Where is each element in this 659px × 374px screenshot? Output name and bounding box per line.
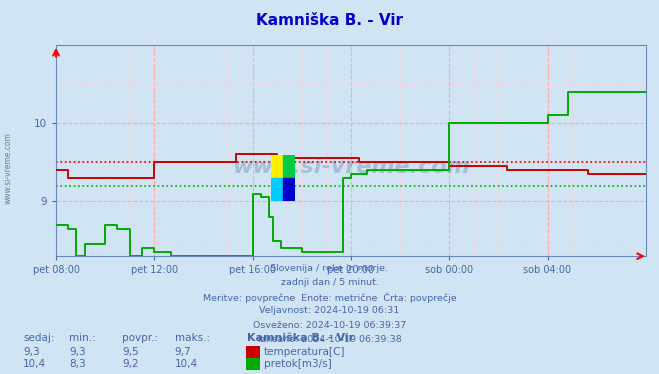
Text: Meritve: povprečne  Enote: metrične  Črta: povprečje: Meritve: povprečne Enote: metrične Črta:… [203,292,456,303]
Text: Kamniška B. - Vir: Kamniška B. - Vir [256,13,403,28]
Text: Osveženo: 2024-10-19 06:39:37: Osveženo: 2024-10-19 06:39:37 [253,321,406,329]
Text: Kamniška B. - Vir: Kamniška B. - Vir [247,334,355,343]
Text: 9,7: 9,7 [175,347,191,356]
Text: zadnji dan / 5 minut.: zadnji dan / 5 minut. [281,278,378,287]
Text: 9,2: 9,2 [122,359,138,368]
Text: www.si-vreme.com: www.si-vreme.com [3,132,13,204]
Text: povpr.:: povpr.: [122,334,158,343]
Text: Izrisano: 2024-10-19 06:39:38: Izrisano: 2024-10-19 06:39:38 [258,335,401,344]
Text: Slovenija / reke in morje.: Slovenija / reke in morje. [270,264,389,273]
Text: 10,4: 10,4 [23,359,46,368]
Text: 8,3: 8,3 [69,359,86,368]
Text: 9,5: 9,5 [122,347,138,356]
Text: Veljavnost: 2024-10-19 06:31: Veljavnost: 2024-10-19 06:31 [260,306,399,315]
Text: www.si-vreme.com: www.si-vreme.com [232,157,470,177]
Text: 9,3: 9,3 [69,347,86,356]
Text: 9,3: 9,3 [23,347,40,356]
Text: min.:: min.: [69,334,96,343]
Text: 10,4: 10,4 [175,359,198,368]
Text: temperatura[C]: temperatura[C] [264,347,345,356]
Text: pretok[m3/s]: pretok[m3/s] [264,359,331,368]
Text: maks.:: maks.: [175,334,210,343]
Text: sedaj:: sedaj: [23,334,55,343]
